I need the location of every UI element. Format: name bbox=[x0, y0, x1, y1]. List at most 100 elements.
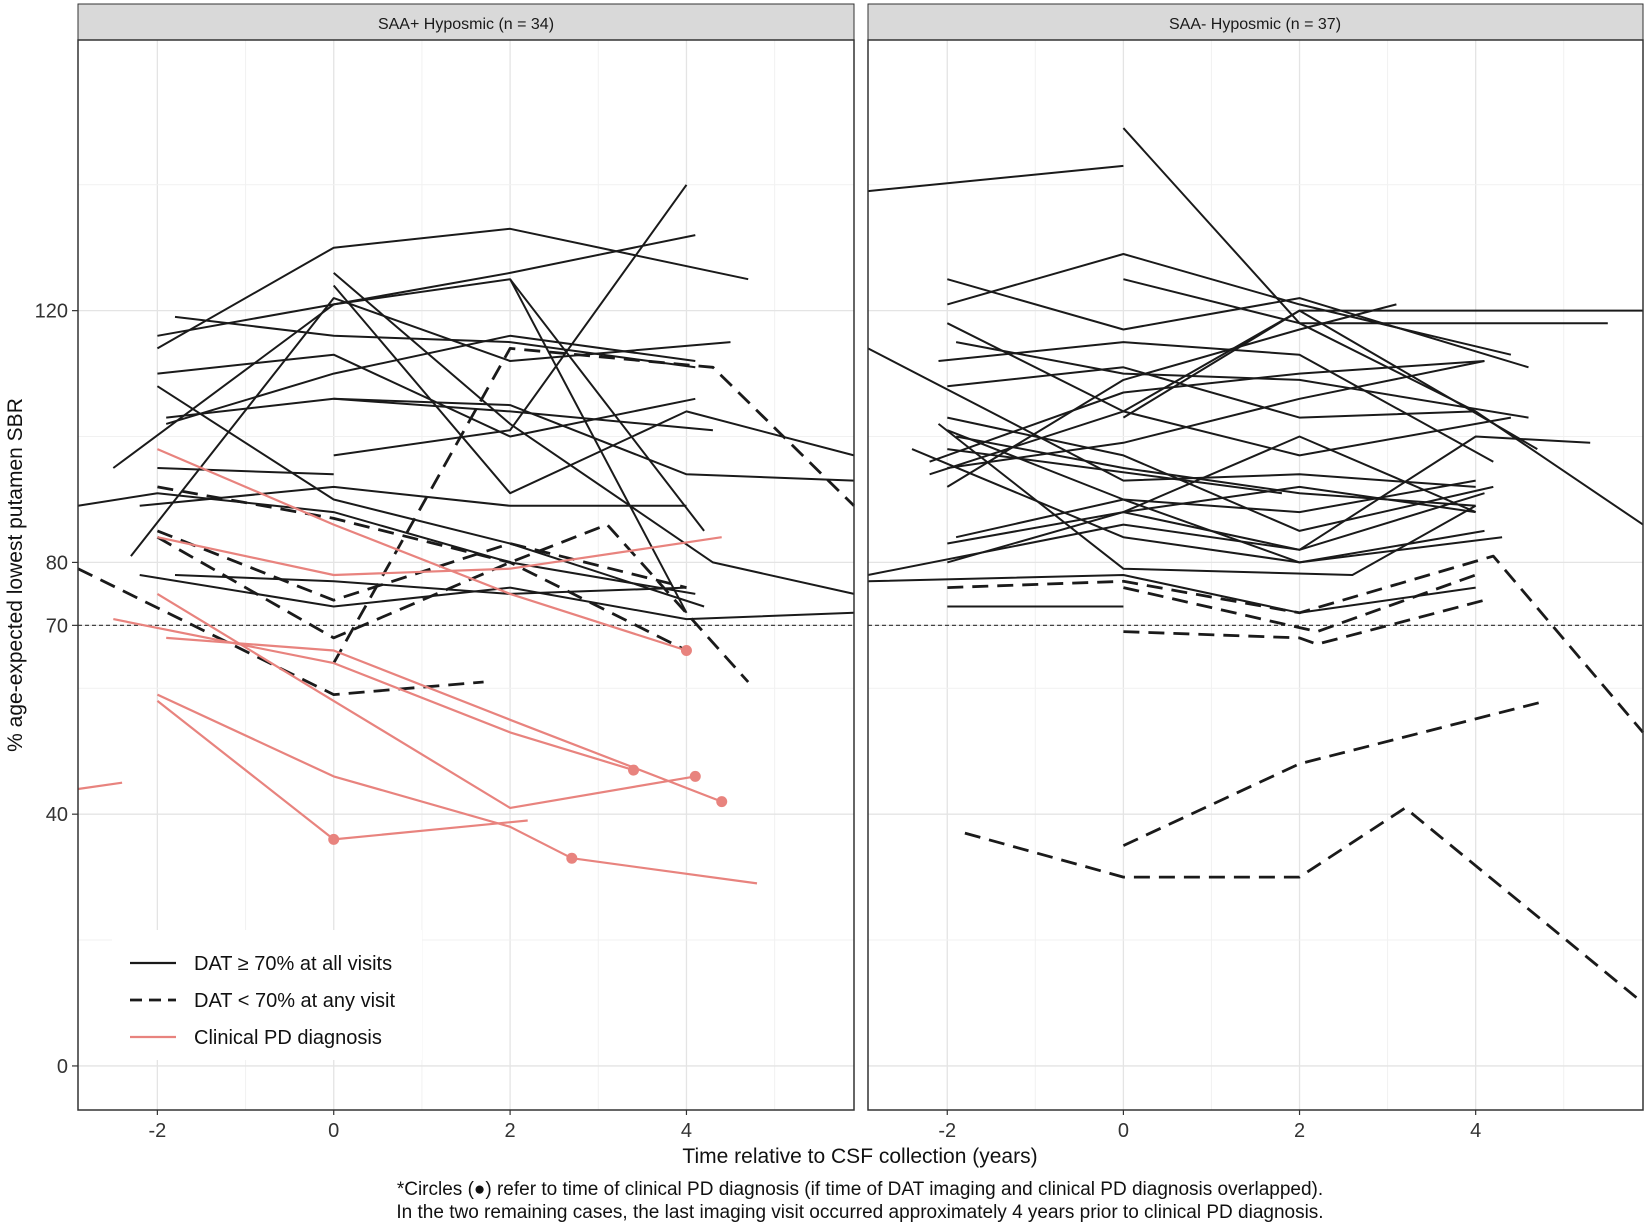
x-tick-label: 2 bbox=[505, 1120, 516, 1142]
series-line-all-visits-ge-70 bbox=[156, 227, 749, 350]
series-line-pd-diagnosis bbox=[156, 448, 687, 652]
diagnosis-point bbox=[680, 645, 692, 657]
legend: DAT ≥ 70% at all visits DAT < 70% at any … bbox=[112, 930, 422, 1060]
x-tick-label: -2 bbox=[148, 1120, 166, 1142]
plot-area bbox=[868, 40, 1643, 1110]
series-line-all-visits-ge-70 bbox=[867, 164, 1124, 193]
series-line-all-visits-ge-70 bbox=[1122, 309, 1643, 419]
series-line-all-visits-ge-70 bbox=[165, 334, 696, 425]
series-line-any-visit-lt-70 bbox=[1123, 598, 1485, 646]
legend-background bbox=[112, 930, 422, 1060]
series-line-all-visits-ge-70 bbox=[929, 410, 1512, 476]
panel-strip bbox=[867, 3, 1644, 41]
x-tick-label: -2 bbox=[938, 1120, 956, 1142]
series-line-all-visits-ge-70 bbox=[955, 479, 1476, 539]
series-line-pd-diagnosis bbox=[166, 636, 723, 803]
series-line-pd-diagnosis bbox=[77, 781, 123, 791]
series-line-any-visit-lt-70 bbox=[332, 346, 855, 664]
series-line-pd-diagnosis bbox=[157, 536, 722, 577]
series-line-all-visits-ge-70 bbox=[332, 284, 855, 495]
series-line-all-visits-ge-70 bbox=[174, 315, 696, 369]
series-lines bbox=[867, 127, 1645, 1005]
legend-label: DAT ≥ 70% at all visits bbox=[194, 953, 392, 975]
series-line-pd-diagnosis bbox=[571, 857, 758, 885]
y-axis-title: % age-expected lowest putamen SBR bbox=[4, 398, 27, 752]
y-tick-label: 120 bbox=[35, 301, 68, 323]
x-axis-title: Time relative to CSF collection (years) bbox=[682, 1145, 1037, 1168]
series-line-all-visits-ge-70 bbox=[947, 448, 1283, 495]
footnote-line-2: In the two remaining cases, the last ima… bbox=[396, 1202, 1323, 1223]
diagnosis-point bbox=[628, 764, 640, 776]
series-line-all-visits-ge-70 bbox=[333, 184, 688, 457]
series-line-all-visits-ge-70 bbox=[867, 492, 1485, 576]
series-line-all-visits-ge-70 bbox=[139, 485, 687, 507]
x-tick-label: 4 bbox=[681, 1120, 692, 1142]
legend-label: Clinical PD diagnosis bbox=[194, 1027, 382, 1049]
series-line-all-visits-ge-70 bbox=[929, 360, 1485, 463]
y-tick-label: 70 bbox=[46, 615, 68, 637]
series-line-all-visits-ge-70 bbox=[1123, 435, 1591, 551]
panel-strip bbox=[77, 3, 855, 41]
series-line-pd-diagnosis bbox=[156, 592, 696, 810]
series-line-all-visits-ge-70 bbox=[946, 309, 1538, 450]
diagnosis-point bbox=[716, 796, 728, 808]
series-line-all-visits-ge-70 bbox=[947, 366, 1476, 419]
diagnosis-point bbox=[689, 770, 701, 782]
series-line-all-visits-ge-70 bbox=[947, 360, 1485, 469]
series-line-all-visits-ge-70 bbox=[867, 574, 1476, 614]
y-tick-label: 80 bbox=[46, 552, 68, 574]
panel-saa-negative: SAA- Hyposmic (n = 37) -2 0 2 4 bbox=[867, 3, 1645, 1142]
series-line-any-visit-lt-70 bbox=[1122, 699, 1547, 847]
series-line-all-visits-ge-70 bbox=[911, 448, 1503, 564]
x-tick-label: 4 bbox=[1470, 1120, 1481, 1142]
series-line-all-visits-ge-70 bbox=[157, 234, 696, 337]
y-tick-label: 0 bbox=[57, 1056, 68, 1078]
series-line-any-visit-lt-70 bbox=[77, 567, 484, 696]
series-line-all-visits-ge-70 bbox=[946, 303, 1397, 488]
series-line-all-visits-ge-70 bbox=[947, 485, 1476, 545]
series-line-all-visits-ge-70 bbox=[157, 467, 334, 476]
footnote-line-1: *Circles (●) refer to time of clinical P… bbox=[397, 1179, 1323, 1200]
x-ticks: -2 0 2 4 bbox=[938, 1110, 1481, 1142]
legend-label: DAT < 70% at any visit bbox=[194, 990, 395, 1012]
x-tick-label: 2 bbox=[1294, 1120, 1305, 1142]
series-line-all-visits-ge-70 bbox=[139, 574, 855, 621]
x-ticks: -2 0 2 4 bbox=[148, 1110, 692, 1142]
series-line-all-visits-ge-70 bbox=[1123, 278, 1608, 325]
series-line-all-visits-ge-70 bbox=[333, 272, 855, 595]
diagnosis-markers bbox=[328, 645, 728, 864]
x-tick-label: 0 bbox=[1118, 1120, 1129, 1142]
series-line-all-visits-ge-70 bbox=[947, 416, 1494, 532]
x-tick-label: 0 bbox=[328, 1120, 339, 1142]
series-lines bbox=[77, 184, 855, 885]
series-line-any-visit-lt-70 bbox=[947, 554, 1645, 734]
series-line-all-visits-ge-70 bbox=[937, 423, 1477, 576]
series-line-all-visits-ge-70 bbox=[947, 435, 1477, 564]
series-line-all-visits-ge-70 bbox=[955, 341, 1529, 419]
plot-border bbox=[867, 39, 1644, 1111]
series-line-all-visits-ge-70 bbox=[112, 278, 705, 532]
diagnosis-point bbox=[566, 852, 578, 864]
series-line-any-visit-lt-70 bbox=[157, 485, 688, 652]
series-line-all-visits-ge-70 bbox=[156, 385, 705, 608]
series-line-all-visits-ge-70 bbox=[130, 297, 731, 557]
series-line-all-visits-ge-70 bbox=[157, 353, 696, 438]
series-line-all-visits-ge-70 bbox=[77, 492, 696, 595]
panel-title: SAA- Hyposmic (n = 37) bbox=[1169, 16, 1341, 33]
series-line-all-visits-ge-70 bbox=[509, 278, 688, 614]
panel-title: SAA+ Hyposmic (n = 34) bbox=[378, 16, 554, 33]
series-line-all-visits-ge-70 bbox=[333, 397, 855, 482]
series-line-all-visits-ge-70 bbox=[174, 574, 687, 595]
series-line-all-visits-ge-70 bbox=[947, 278, 1529, 369]
series-line-any-visit-lt-70 bbox=[1123, 573, 1477, 633]
series-line-any-visit-lt-70 bbox=[156, 523, 750, 683]
y-ticks: 0 40 70 80 120 bbox=[35, 301, 78, 1078]
series-line-all-visits-ge-70 bbox=[166, 397, 713, 432]
series-line-pd-diagnosis bbox=[113, 618, 634, 772]
series-line-any-visit-lt-70 bbox=[964, 806, 1644, 1005]
plot-border bbox=[77, 39, 855, 1111]
series-line-all-visits-ge-70 bbox=[867, 347, 1476, 488]
y-tick-label: 40 bbox=[46, 804, 68, 826]
series-line-pd-diagnosis bbox=[156, 693, 573, 860]
